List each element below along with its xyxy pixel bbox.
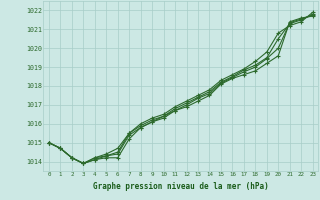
X-axis label: Graphe pression niveau de la mer (hPa): Graphe pression niveau de la mer (hPa)	[93, 182, 269, 191]
